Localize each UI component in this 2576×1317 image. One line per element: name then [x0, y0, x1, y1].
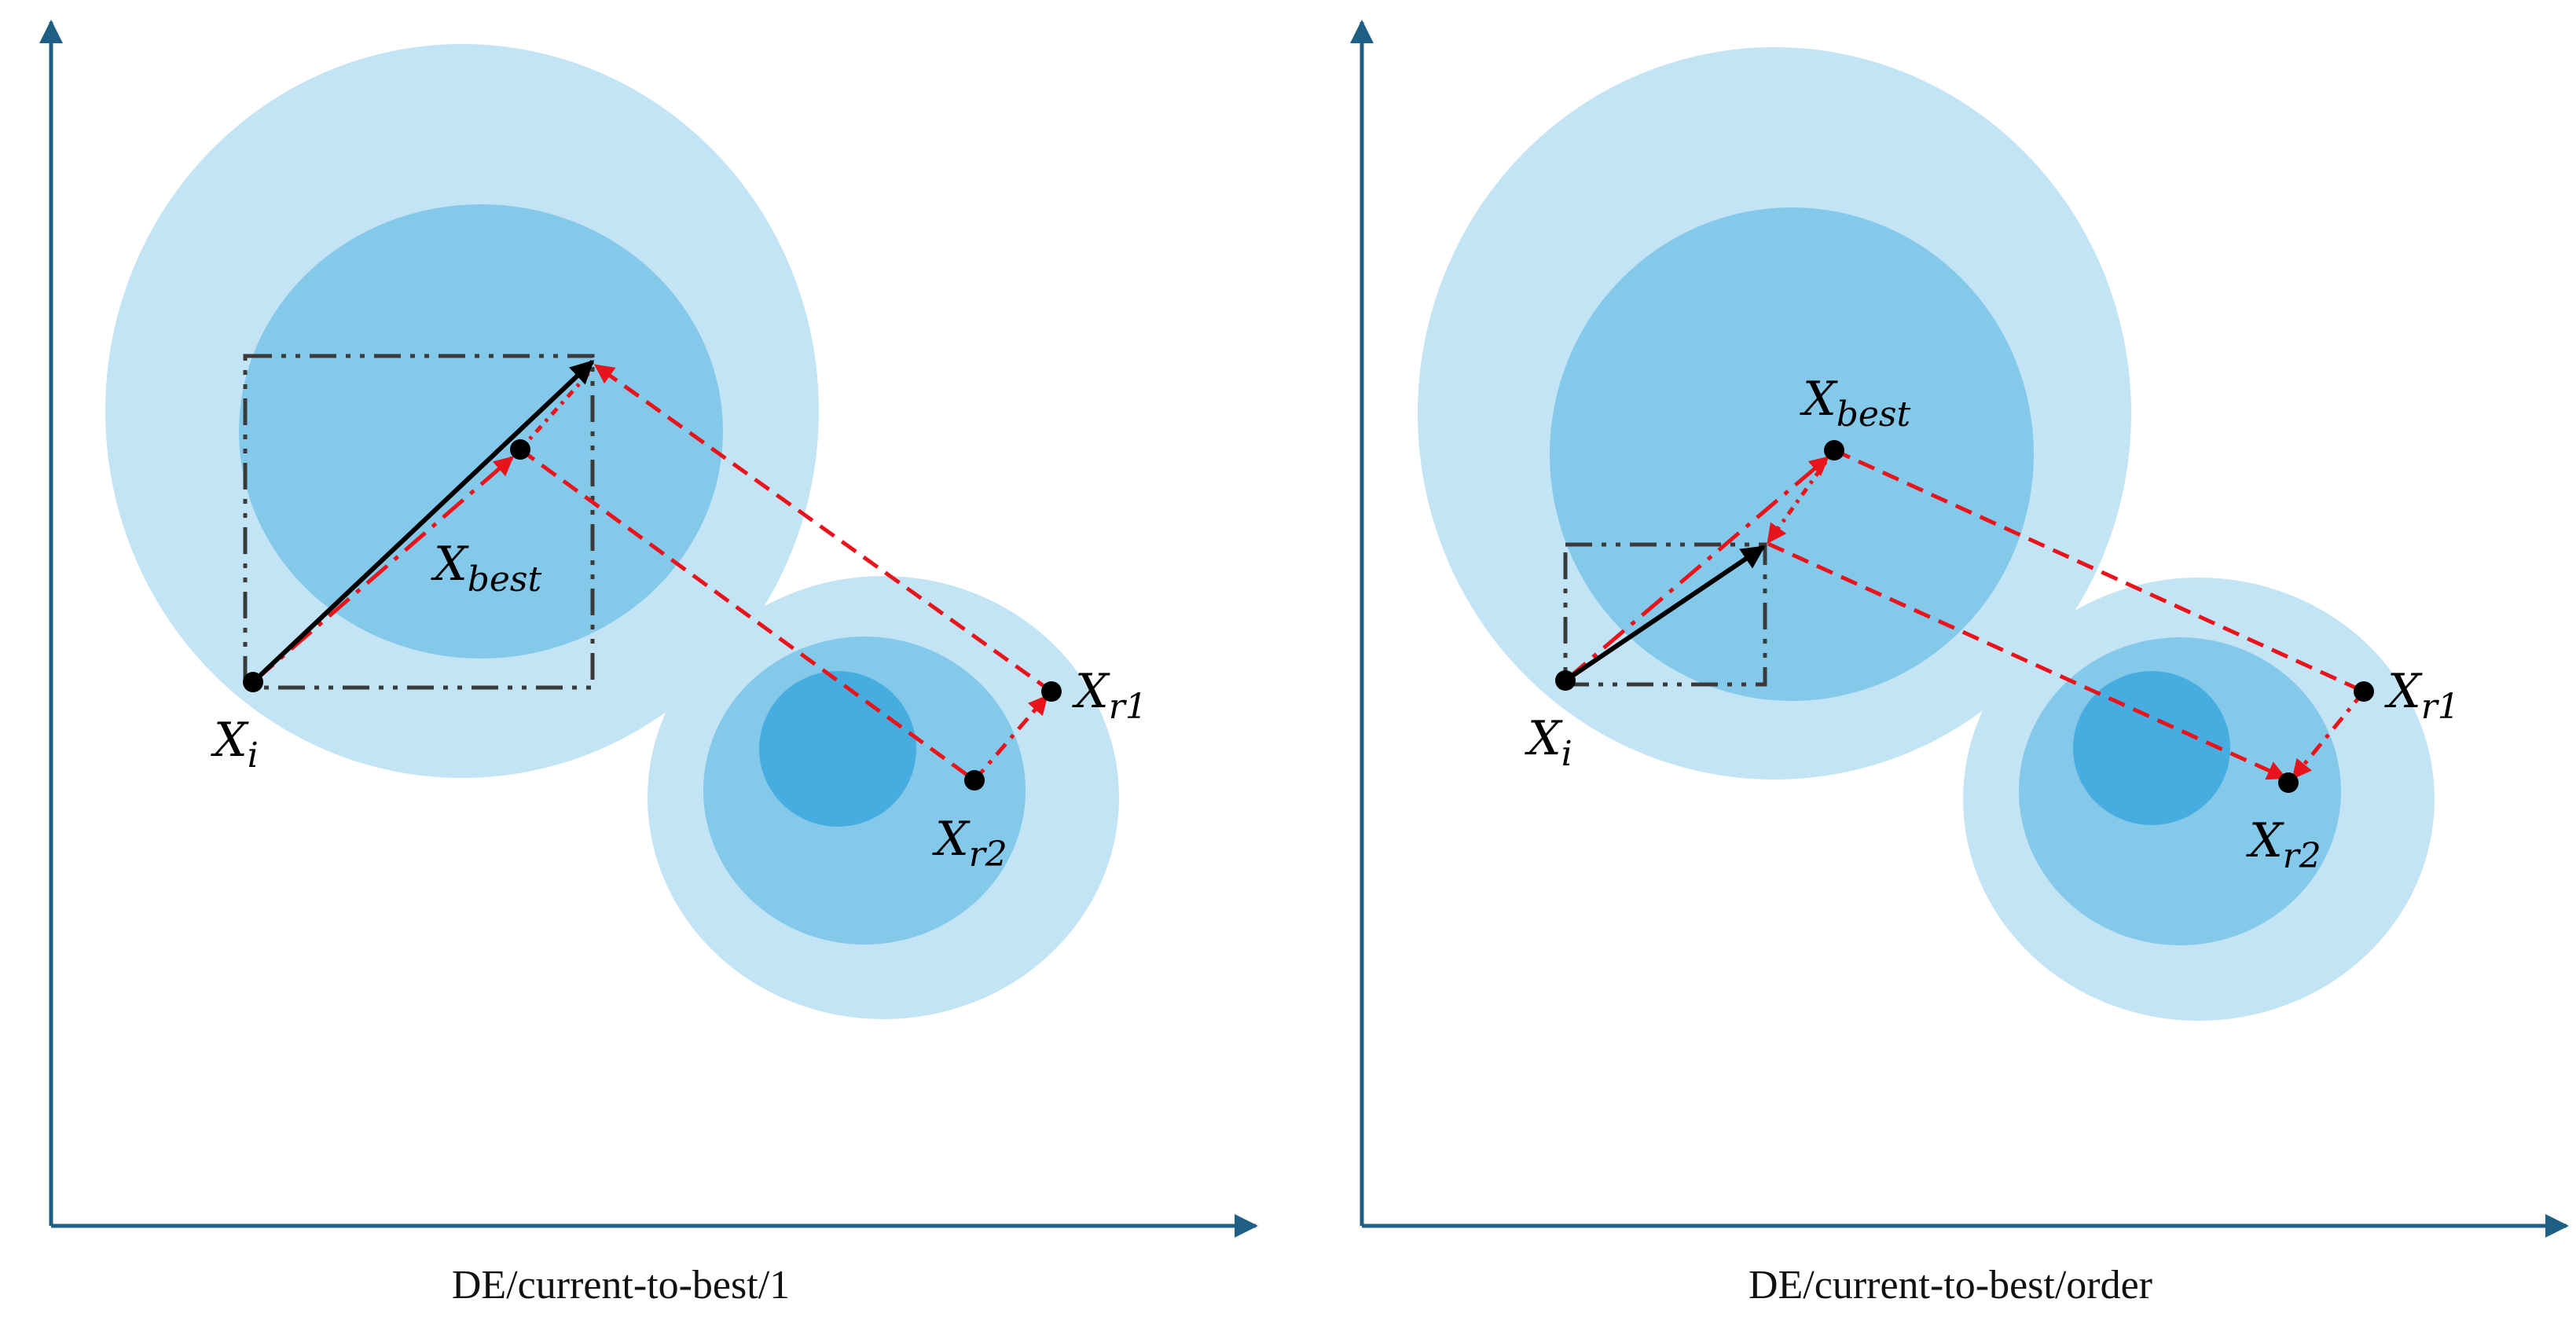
- axes: [1350, 20, 2569, 1238]
- label-x-best: Xbest: [1800, 372, 1911, 435]
- best-to-r2-dashed: [519, 447, 976, 783]
- point-x-r2: [2278, 772, 2299, 793]
- point-x-i: [243, 672, 263, 692]
- caption-left: DE/current-to-best/1: [452, 1263, 790, 1308]
- point-x-r1: [2354, 681, 2374, 702]
- label-x-r2: Xr2: [932, 812, 1007, 875]
- point-x-best: [1824, 440, 1844, 460]
- best-to-top-dashdot: [519, 369, 593, 451]
- point-x-i: [1555, 670, 1576, 691]
- points: [243, 439, 1062, 791]
- point-x-r1: [1041, 681, 1062, 702]
- r1-to-r2-dashdot: [2292, 690, 2365, 780]
- point-x-best: [510, 439, 530, 460]
- middle-region-large: [1550, 207, 2034, 701]
- fitness-regions: [1418, 47, 2435, 1021]
- point-x-r2: [964, 770, 985, 791]
- mutation-vector: [251, 359, 595, 684]
- r2-to-r1-dashdot: [973, 695, 1048, 782]
- label-x-r2: Xr2: [2246, 813, 2321, 876]
- panel-right: Xi Xbest Xr1 Xr2 DE/current-to-best/orde…: [1350, 20, 2569, 1308]
- best-to-top-dashdot: [1766, 449, 1837, 545]
- xi-to-best-dashdot: [1564, 456, 1829, 682]
- label-x-best: Xbest: [431, 537, 542, 600]
- caption-right: DE/current-to-best/order: [1749, 1263, 2152, 1308]
- red-paths: [251, 363, 1053, 783]
- difference-box: [1563, 542, 1767, 687]
- label-x-r1: Xr1: [2384, 664, 2460, 727]
- r1-to-top-dashed: [593, 363, 1053, 694]
- top-to-r2-dashed: [1767, 541, 2288, 780]
- label-x-r1: Xr1: [1072, 664, 1147, 727]
- best-to-r1-dashed: [1833, 448, 2365, 694]
- difference-box: [243, 354, 595, 690]
- label-x-i: Xi: [211, 713, 259, 776]
- middle-region-large: [239, 204, 723, 658]
- mutation-vector: [1564, 545, 1766, 683]
- panel-left: Xi Xbest Xr1 Xr2 DE/current-to-best/1: [39, 20, 1258, 1308]
- xi-to-best-dashdot: [251, 456, 514, 684]
- fitness-regions: [105, 44, 1119, 1019]
- inner-region-small: [2073, 671, 2230, 825]
- inner-region-small: [759, 671, 916, 827]
- axes: [39, 20, 1258, 1238]
- points: [1555, 440, 2374, 793]
- label-x-i: Xi: [1525, 711, 1572, 774]
- red-paths: [1564, 448, 2365, 780]
